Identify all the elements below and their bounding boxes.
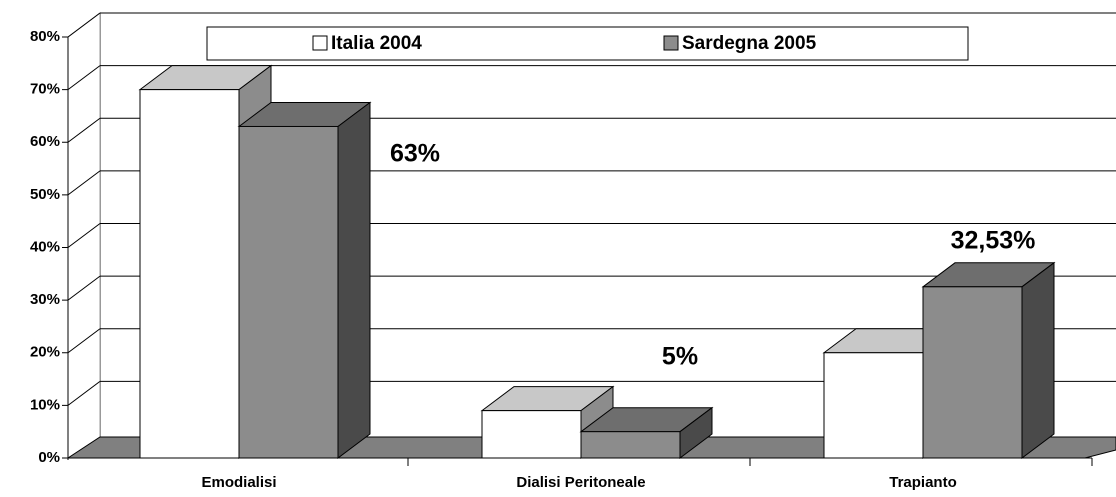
x-tick-label: Emodialisi [201, 474, 276, 491]
bar [579, 406, 714, 459]
grid-line-side [67, 65, 101, 91]
bar-side [1021, 261, 1055, 459]
y-tick-label: 0% [38, 449, 60, 466]
data-label: 32,53% [951, 227, 1036, 255]
grid-line-side [67, 223, 101, 248]
legend-swatch [312, 35, 328, 51]
bar-front [481, 410, 582, 459]
y-tick-label: 20% [30, 344, 60, 361]
data-label: 5% [662, 343, 698, 371]
grid-line-side [67, 117, 101, 143]
y-tick-label: 70% [30, 81, 60, 98]
grid-line-side [67, 275, 101, 301]
bar [921, 261, 1056, 459]
x-tick-label: Dialisi Peritoneale [516, 474, 645, 491]
bar-side [337, 101, 371, 459]
grid-line-side [67, 170, 101, 196]
grid-line-side [67, 380, 101, 406]
bar-front [238, 125, 339, 459]
bars [138, 64, 1056, 459]
legend-label: Sardegna 2005 [682, 33, 817, 54]
legend-label: Italia 2004 [331, 33, 422, 54]
data-label: 63% [390, 140, 440, 168]
x-tick-label: Trapianto [889, 474, 957, 491]
legend-items: Italia 2004 Sardegna 2005 [312, 33, 817, 54]
bar-front [922, 286, 1023, 459]
legend-swatch [663, 35, 679, 51]
grid-line-side [67, 328, 101, 354]
bar-front [580, 431, 681, 459]
y-tick-label: 50% [30, 186, 60, 203]
bar [237, 101, 372, 459]
bar-front [139, 89, 240, 459]
y-tick-label: 40% [30, 238, 60, 255]
y-tick-label: 10% [30, 396, 60, 413]
y-tick-label: 80% [30, 28, 60, 45]
bar-front [823, 352, 924, 459]
grid-line-side [67, 12, 101, 38]
y-tick-label: 30% [30, 291, 60, 308]
legend [206, 26, 969, 61]
y-tick-label: 60% [30, 133, 60, 150]
